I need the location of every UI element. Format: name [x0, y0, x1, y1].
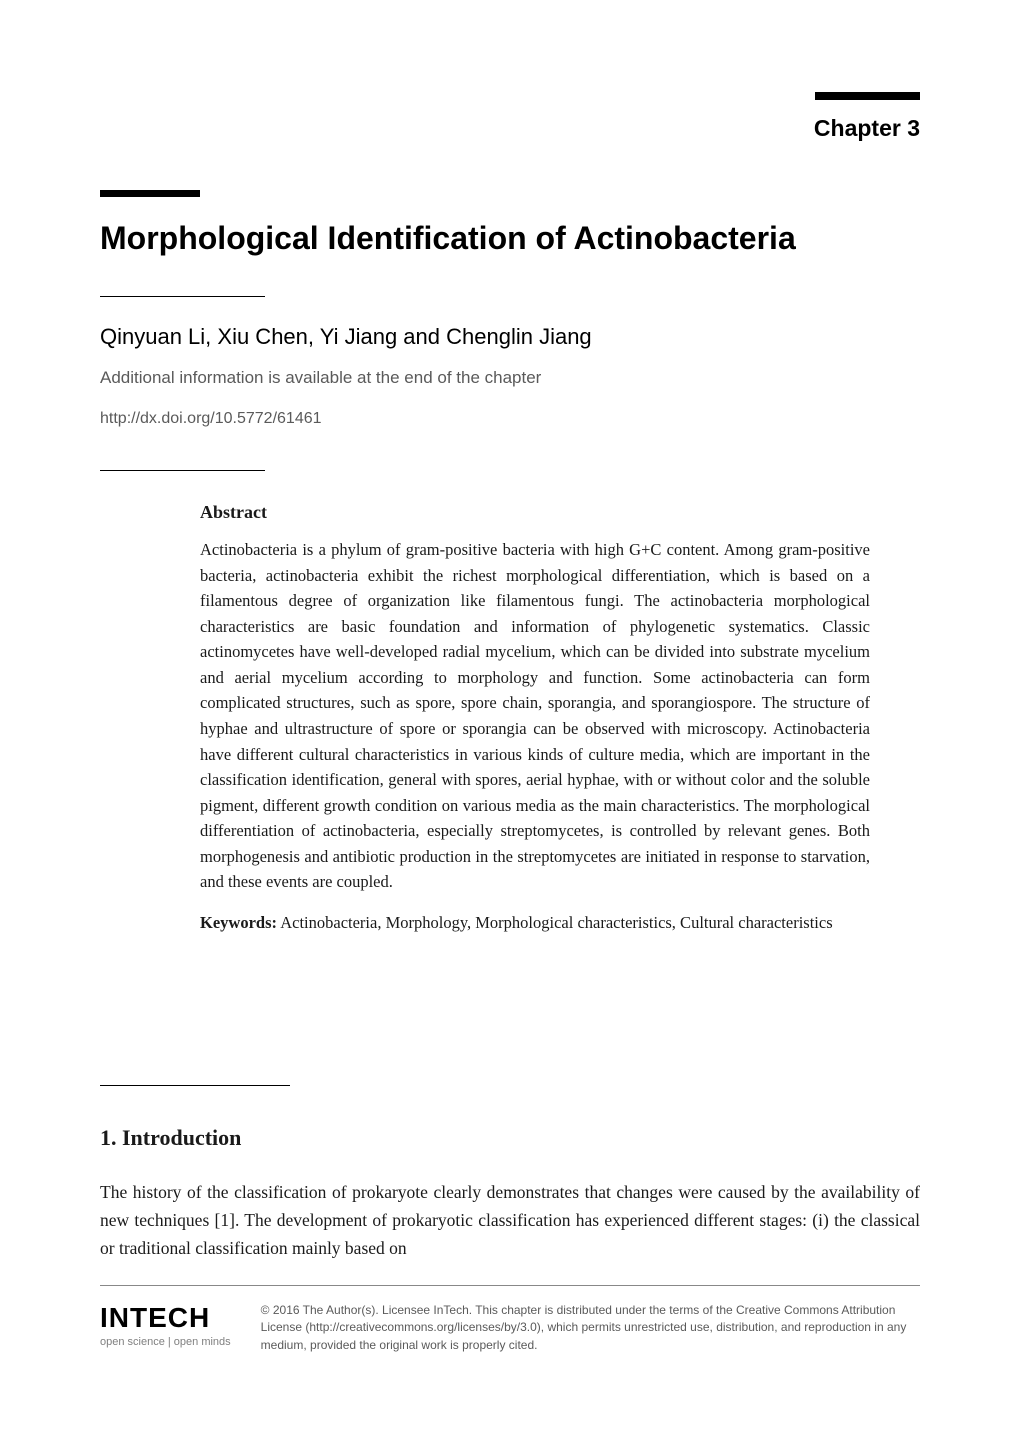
publisher-logo: INTECH open science | open minds — [100, 1302, 231, 1348]
intro-divider — [100, 1085, 290, 1086]
section-heading: 1. Introduction — [100, 1125, 241, 1151]
keywords-label: Keywords: — [200, 913, 277, 932]
abstract-block: Abstract Actinobacteria is a phylum of g… — [200, 502, 870, 936]
abstract-divider — [100, 470, 265, 471]
abstract-text: Actinobacteria is a phylum of gram-posit… — [200, 537, 870, 895]
chapter-label: Chapter 3 — [814, 115, 920, 142]
footer-rule — [100, 1285, 920, 1286]
logo-text: INTECH — [100, 1302, 210, 1334]
additional-info: Additional information is available at t… — [100, 368, 541, 388]
abstract-heading: Abstract — [200, 502, 870, 523]
logo-tagline: open science | open minds — [100, 1336, 231, 1348]
keywords-text: Actinobacteria, Morphology, Morphologica… — [277, 913, 833, 932]
doi-link[interactable]: http://dx.doi.org/10.5772/61461 — [100, 410, 322, 428]
license-text: © 2016 The Author(s). Licensee InTech. T… — [261, 1302, 920, 1354]
top-right-bar — [815, 92, 920, 100]
chapter-title: Morphological Identification of Actinoba… — [100, 220, 796, 257]
author-divider — [100, 296, 265, 297]
authors: Qinyuan Li, Xiu Chen, Yi Jiang and Cheng… — [100, 324, 592, 350]
footer: INTECH open science | open minds © 2016 … — [100, 1302, 920, 1354]
body-paragraph: The history of the classification of pro… — [100, 1178, 920, 1262]
keywords-line: Keywords: Actinobacteria, Morphology, Mo… — [200, 911, 870, 936]
title-bar — [100, 190, 200, 197]
